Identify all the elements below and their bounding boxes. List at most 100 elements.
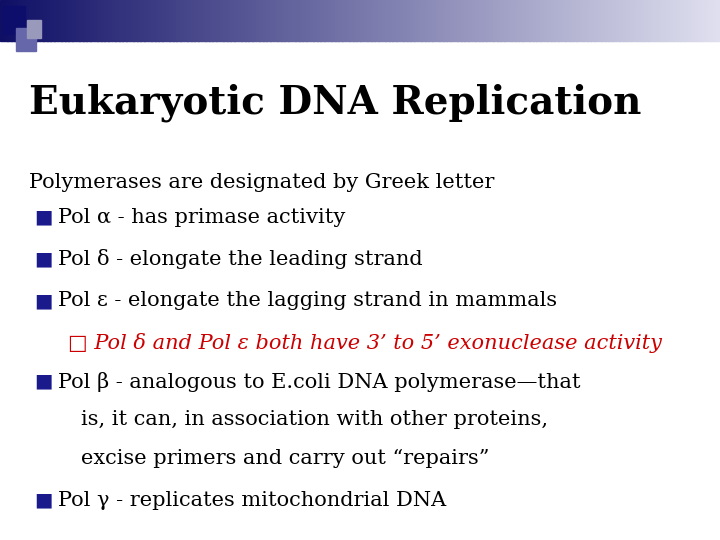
Bar bbox=[72, 0, 76, 40]
Bar bbox=[144, 0, 148, 40]
Bar bbox=[475, 0, 480, 40]
Bar bbox=[68, 0, 73, 40]
Bar bbox=[11, 0, 15, 40]
Bar bbox=[277, 0, 282, 40]
Bar bbox=[227, 0, 231, 40]
Bar bbox=[378, 0, 382, 40]
Bar bbox=[360, 0, 364, 40]
Bar bbox=[346, 0, 350, 40]
Text: Pol γ - replicates mitochondrial DNA: Pol γ - replicates mitochondrial DNA bbox=[58, 491, 446, 510]
Bar bbox=[598, 0, 602, 40]
Bar bbox=[36, 0, 40, 40]
Bar bbox=[151, 0, 156, 40]
Bar bbox=[169, 0, 174, 40]
Bar bbox=[202, 0, 206, 40]
Bar bbox=[479, 0, 483, 40]
Bar bbox=[284, 0, 289, 40]
Bar bbox=[587, 0, 591, 40]
Bar bbox=[353, 0, 357, 40]
Bar bbox=[27, 20, 41, 38]
Bar bbox=[662, 0, 667, 40]
Text: Polymerases are designated by Greek letter: Polymerases are designated by Greek lett… bbox=[29, 173, 494, 192]
Bar bbox=[295, 0, 300, 40]
Bar bbox=[594, 0, 598, 40]
Bar bbox=[695, 0, 699, 40]
Bar bbox=[396, 0, 400, 40]
Bar bbox=[544, 0, 548, 40]
Bar bbox=[349, 0, 354, 40]
Bar bbox=[281, 0, 285, 40]
Bar bbox=[310, 0, 314, 40]
Bar bbox=[702, 0, 706, 40]
Bar bbox=[299, 0, 303, 40]
Bar bbox=[252, 0, 256, 40]
Bar bbox=[382, 0, 386, 40]
Bar bbox=[551, 0, 555, 40]
Bar bbox=[328, 0, 332, 40]
Bar bbox=[583, 0, 588, 40]
Bar bbox=[47, 0, 51, 40]
Bar bbox=[410, 0, 415, 40]
Bar bbox=[335, 0, 339, 40]
Bar bbox=[407, 0, 411, 40]
Bar bbox=[76, 0, 80, 40]
Bar bbox=[428, 0, 433, 40]
Bar bbox=[680, 0, 685, 40]
Bar bbox=[659, 0, 663, 40]
Text: Pol β - analogous to E.coli DNA polymerase—that: Pol β - analogous to E.coli DNA polymera… bbox=[58, 372, 580, 392]
Bar bbox=[432, 0, 436, 40]
Bar bbox=[601, 0, 606, 40]
Bar bbox=[209, 0, 213, 40]
Bar bbox=[18, 0, 22, 40]
Bar bbox=[90, 0, 94, 40]
Text: Pol ε - elongate the lagging strand in mammals: Pol ε - elongate the lagging strand in m… bbox=[58, 291, 557, 310]
Bar bbox=[50, 0, 55, 40]
Bar bbox=[616, 0, 620, 40]
Bar bbox=[79, 0, 84, 40]
Bar bbox=[443, 0, 447, 40]
Bar bbox=[220, 0, 224, 40]
Bar bbox=[713, 0, 717, 40]
Text: □ Pol δ and Pol ε both have 3’ to 5’ exonuclease activity: □ Pol δ and Pol ε both have 3’ to 5’ exo… bbox=[68, 333, 662, 353]
Bar bbox=[418, 0, 422, 40]
Bar bbox=[572, 0, 577, 40]
Bar bbox=[302, 0, 307, 40]
Bar bbox=[698, 0, 703, 40]
Text: is, it can, in association with other proteins,: is, it can, in association with other pr… bbox=[81, 410, 548, 429]
Bar bbox=[191, 0, 195, 40]
Bar bbox=[184, 0, 188, 40]
Bar bbox=[0, 0, 4, 40]
Bar bbox=[101, 0, 105, 40]
Bar bbox=[331, 0, 336, 40]
Bar bbox=[648, 0, 652, 40]
Bar bbox=[709, 0, 714, 40]
Bar bbox=[216, 0, 220, 40]
Bar bbox=[529, 0, 534, 40]
Bar bbox=[313, 0, 318, 40]
Bar bbox=[4, 0, 8, 40]
Bar bbox=[266, 0, 271, 40]
Bar bbox=[104, 0, 109, 40]
Bar bbox=[187, 0, 192, 40]
Bar bbox=[580, 0, 584, 40]
Bar bbox=[256, 0, 260, 40]
Bar bbox=[482, 0, 487, 40]
Bar bbox=[464, 0, 469, 40]
Bar bbox=[137, 0, 141, 40]
Bar bbox=[605, 0, 609, 40]
Bar bbox=[652, 0, 656, 40]
Bar bbox=[716, 0, 720, 40]
Bar bbox=[486, 0, 490, 40]
Bar bbox=[400, 0, 404, 40]
Bar bbox=[371, 0, 375, 40]
Bar bbox=[590, 0, 595, 40]
Bar bbox=[94, 0, 98, 40]
Bar bbox=[457, 0, 462, 40]
Bar bbox=[58, 0, 62, 40]
Text: excise primers and carry out “repairs”: excise primers and carry out “repairs” bbox=[81, 449, 489, 468]
Bar bbox=[61, 0, 66, 40]
Bar bbox=[634, 0, 638, 40]
Bar bbox=[623, 0, 627, 40]
Bar bbox=[65, 0, 69, 40]
Bar bbox=[317, 0, 321, 40]
